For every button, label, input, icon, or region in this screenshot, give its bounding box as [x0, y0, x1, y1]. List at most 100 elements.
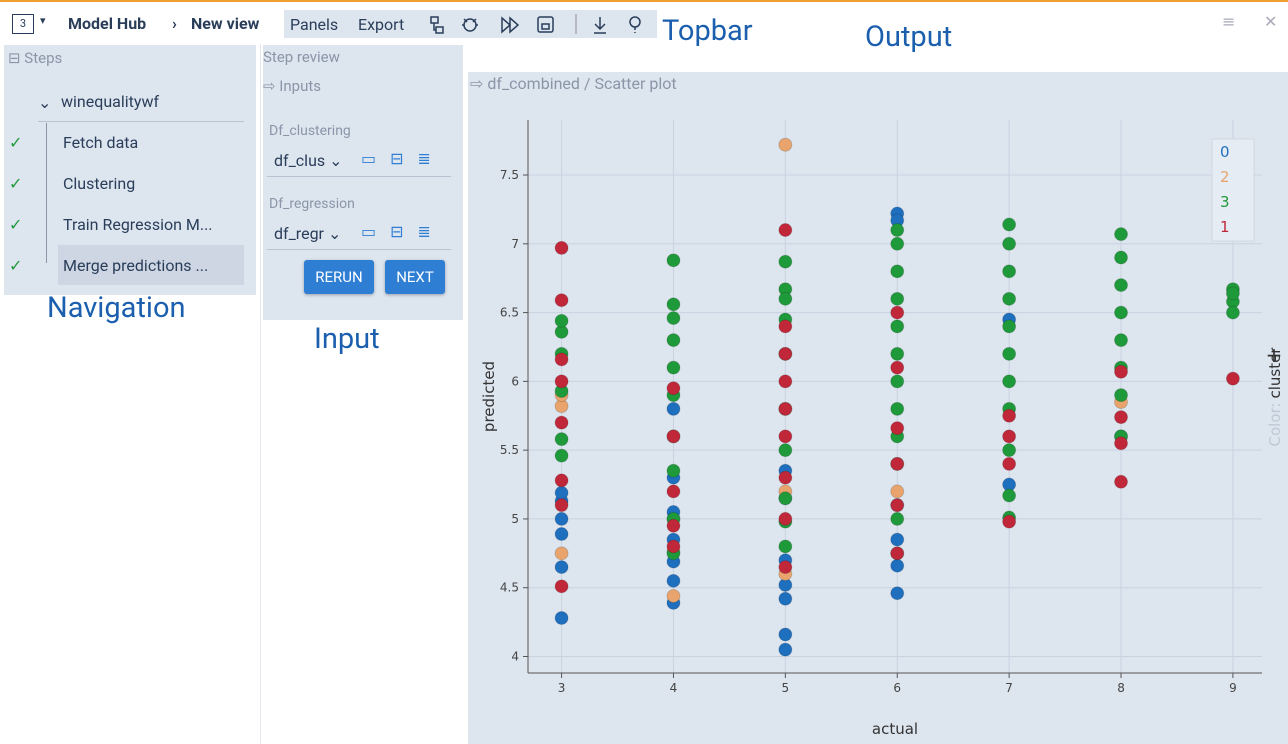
point [890, 558, 905, 573]
point [666, 401, 681, 416]
x-tick-label: 7 [1005, 681, 1013, 695]
point [1114, 474, 1129, 489]
input-value[interactable]: df_clus [274, 151, 326, 170]
point [778, 591, 793, 606]
point [554, 473, 569, 488]
view-name[interactable]: New view [191, 14, 260, 33]
dropdown-caret[interactable]: ▾ [40, 14, 46, 27]
x-tick-label: 4 [670, 681, 678, 695]
point [666, 484, 681, 499]
point [554, 527, 569, 542]
menu-item[interactable]: Panels [290, 15, 339, 34]
view-icon[interactable]: 3 [12, 14, 34, 34]
point [554, 415, 569, 430]
point [778, 560, 793, 575]
separator [260, 44, 261, 744]
divider [267, 249, 451, 250]
rerun-button[interactable]: RERUN [304, 260, 374, 294]
point [1002, 488, 1017, 503]
point [778, 443, 793, 458]
point [1002, 291, 1017, 306]
menu-item[interactable]: Export [358, 15, 405, 34]
input-panel: Step review ⇨ Inputs Df_clustering df_cl… [263, 45, 463, 320]
point [890, 532, 905, 547]
point [1002, 456, 1017, 471]
y-tick-label: 7.5 [500, 168, 519, 182]
point [666, 463, 681, 478]
point [1114, 364, 1129, 379]
close-icon[interactable]: ✕ [1264, 12, 1278, 31]
point [778, 470, 793, 485]
step-item[interactable]: Merge predictions ... [63, 256, 209, 275]
point [890, 498, 905, 513]
input-icons[interactable]: ▭⊟≣ [361, 149, 445, 168]
point [1002, 443, 1017, 458]
point [666, 253, 681, 268]
point [890, 546, 905, 561]
tree-caret[interactable]: ⌄ [38, 93, 52, 112]
legend-label: Color: [1266, 403, 1284, 447]
point [1002, 429, 1017, 444]
point [666, 539, 681, 554]
input-select[interactable]: df_clus ⌄ [274, 151, 343, 170]
point [554, 511, 569, 526]
point [890, 291, 905, 306]
y-tick-label: 6 [511, 374, 519, 388]
point [778, 401, 793, 416]
point [890, 346, 905, 361]
point [1114, 305, 1129, 320]
y-tick-label: 4 [511, 649, 519, 663]
point [1225, 286, 1240, 301]
input-select[interactable]: df_regr ⌄ [274, 224, 342, 243]
workflow-name[interactable]: winequalitywf [61, 92, 160, 111]
check-icon: ✓ [9, 215, 23, 234]
toolbar-icons[interactable] [424, 14, 664, 36]
x-tick-label: 6 [893, 681, 901, 695]
y-tick-label: 5 [511, 512, 519, 526]
check-icon: ✓ [9, 174, 23, 193]
point [1002, 217, 1017, 232]
legend-box [1211, 138, 1255, 242]
point [1114, 227, 1129, 242]
point [890, 456, 905, 471]
app-name[interactable]: Model Hub [68, 14, 147, 33]
inputs-title: Inputs [279, 77, 322, 95]
point [890, 319, 905, 334]
y-tick-label: 5.5 [500, 443, 519, 457]
point [1002, 374, 1017, 389]
step-item[interactable]: Train Regression M... [63, 215, 213, 234]
y-tick-label: 7 [511, 237, 519, 251]
point [890, 236, 905, 251]
point [778, 319, 793, 334]
section-title: ⇨ Inputs [263, 77, 322, 95]
point [554, 498, 569, 513]
point [778, 642, 793, 657]
point [666, 518, 681, 533]
y-tick-label: 4.5 [500, 581, 519, 595]
point [890, 586, 905, 601]
legend-title: Color: cluster [1266, 347, 1284, 447]
step-item[interactable]: Clustering [63, 174, 136, 193]
point [554, 240, 569, 255]
check-icon: ✓ [9, 133, 23, 152]
point [778, 291, 793, 306]
breadcrumb-sep: › [172, 14, 177, 33]
point [890, 305, 905, 320]
tree-line [46, 123, 47, 263]
legend-entry: 0 [1220, 143, 1230, 161]
point [554, 374, 569, 389]
step-item[interactable]: Fetch data [63, 133, 139, 152]
point [1114, 333, 1129, 348]
next-button[interactable]: NEXT [385, 260, 445, 294]
input-icons[interactable]: ▭⊟≣ [361, 222, 445, 241]
point [778, 627, 793, 642]
input-value[interactable]: df_regr [274, 224, 324, 243]
input-label: Df_regression [269, 196, 355, 212]
point [890, 421, 905, 436]
point [1002, 319, 1017, 334]
panel-title: Step review [263, 48, 340, 66]
hamburger-icon[interactable]: ≡ [1222, 12, 1236, 31]
point [1225, 305, 1240, 320]
point [1114, 410, 1129, 425]
